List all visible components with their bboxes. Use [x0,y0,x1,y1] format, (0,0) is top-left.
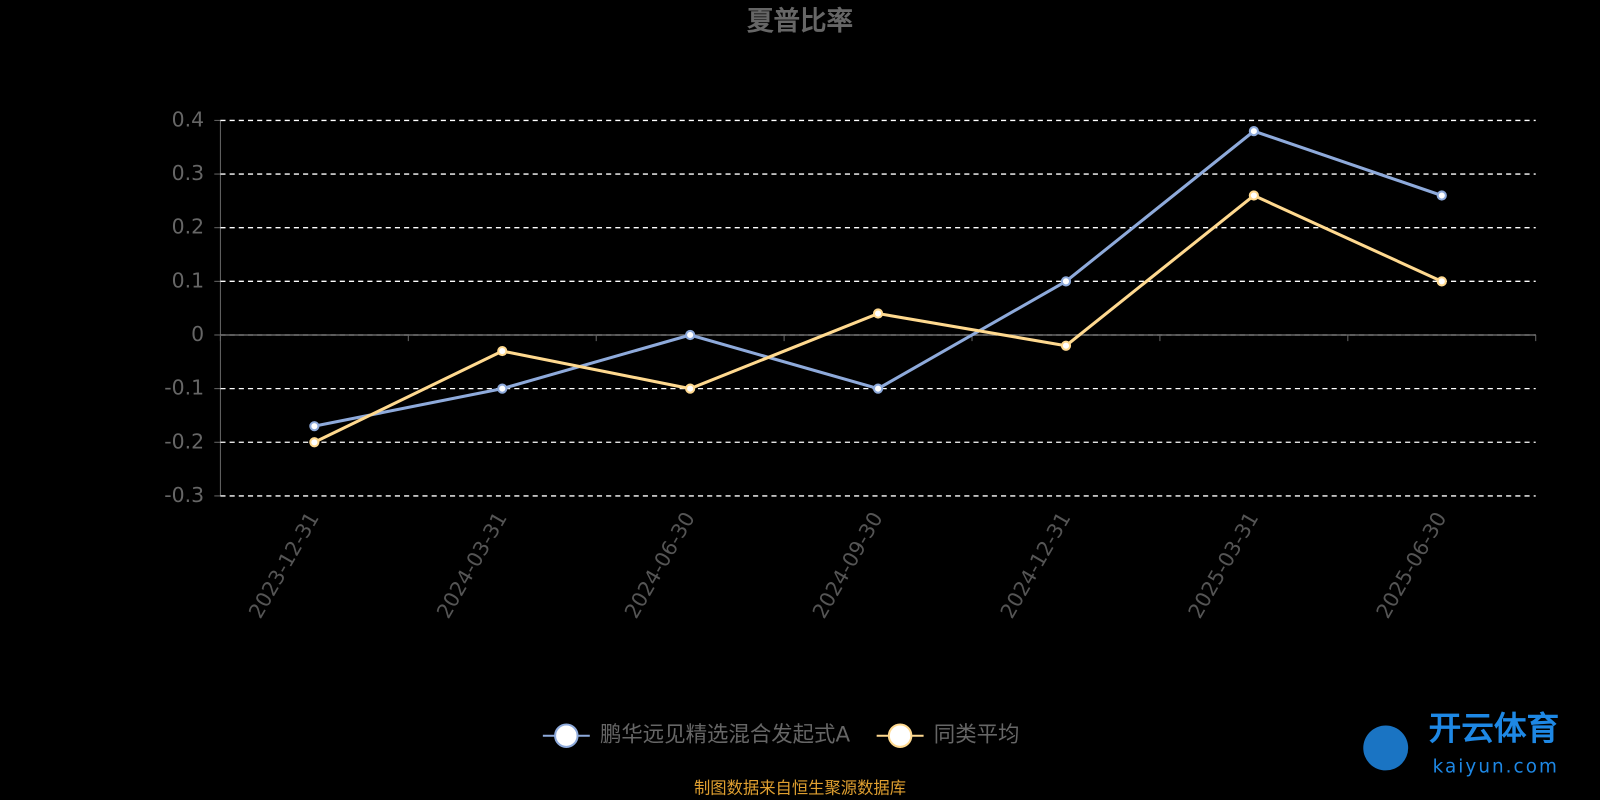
data-point [497,345,508,357]
data-point [1436,276,1447,287]
data-point [1248,190,1259,201]
legend-marker [554,723,579,748]
data-point [685,329,696,341]
data-point [872,383,884,394]
legend-label: 鹏华远见精选混合发起式A [600,723,850,748]
watermark-site: kaiyun.com [1433,756,1559,777]
data-point [309,437,320,448]
data-point [497,383,508,394]
data-point [309,421,320,432]
source-note: 制图数据来自恒生聚源数据库 [694,778,906,797]
y-tick-label: -0.2 [164,429,204,453]
legend-label: 同类平均 [934,723,1020,748]
y-tick-label: -0.3 [164,483,204,507]
chart-title: 夏普比率 [747,6,853,37]
data-point [872,308,884,319]
y-tick-label: 0.3 [172,161,204,185]
data-point [1248,126,1259,137]
data-point [1436,190,1447,201]
legend-marker [887,723,913,748]
y-tick-label: 0.2 [172,215,204,239]
watermark-logo [1363,725,1409,771]
data-point [685,383,696,394]
data-point [1060,340,1072,351]
y-tick-label: 0 [191,322,204,346]
y-tick-label: -0.1 [164,376,204,400]
y-tick-label: 0.4 [172,107,204,131]
data-point [1060,276,1072,287]
y-tick-label: 0.1 [172,268,204,292]
watermark-brand: 开云体育 [1429,710,1560,748]
watermark: 开云体育 kaiyun.com [1363,710,1560,777]
